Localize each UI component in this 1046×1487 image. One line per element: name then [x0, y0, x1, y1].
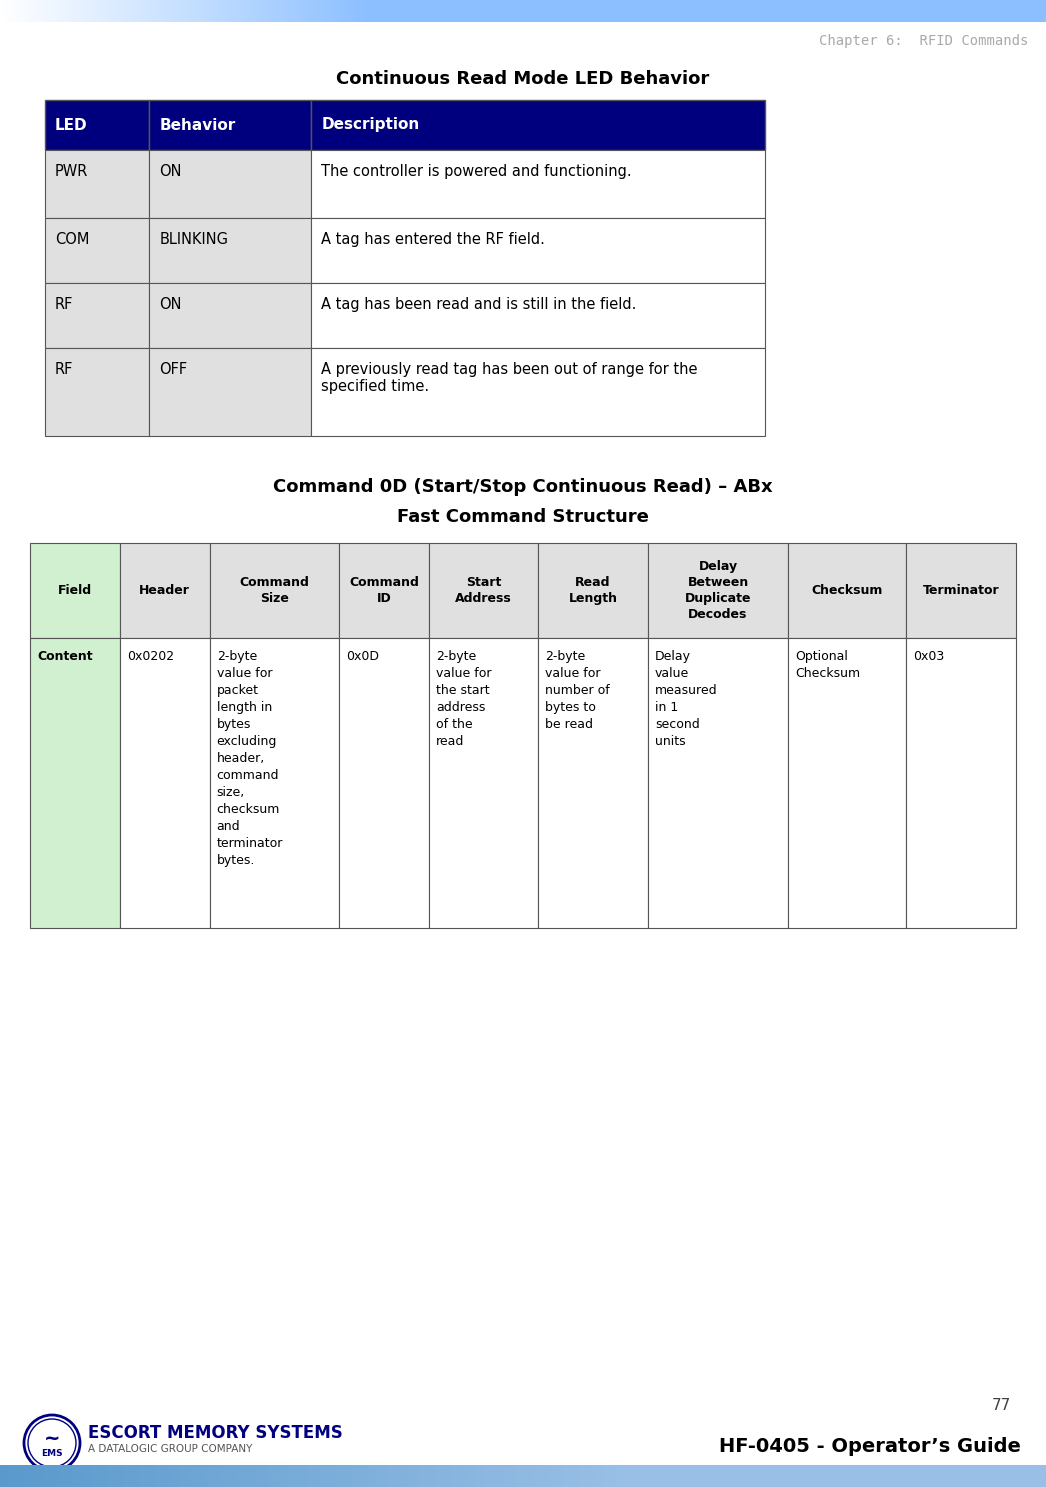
- Text: 2-byte
value for
the start
address
of the
read: 2-byte value for the start address of th…: [436, 650, 492, 748]
- Bar: [150, 348, 312, 436]
- Text: ON: ON: [159, 297, 182, 312]
- Bar: [907, 543, 1016, 638]
- Text: RF: RF: [55, 297, 73, 312]
- Text: Chapter 6:  RFID Commands: Chapter 6: RFID Commands: [819, 34, 1028, 48]
- Bar: [150, 219, 312, 283]
- Bar: [647, 638, 788, 928]
- Text: PWR: PWR: [55, 164, 88, 178]
- Bar: [907, 638, 1016, 928]
- Bar: [45, 150, 150, 219]
- Bar: [312, 150, 765, 219]
- Text: A previously read tag has been out of range for the
specified time.: A previously read tag has been out of ra…: [321, 361, 698, 394]
- Text: Content: Content: [37, 650, 93, 663]
- Text: Read
Length: Read Length: [569, 575, 617, 605]
- Text: A tag has entered the RF field.: A tag has entered the RF field.: [321, 232, 545, 247]
- Text: OFF: OFF: [159, 361, 187, 378]
- Bar: [209, 543, 339, 638]
- Bar: [30, 638, 120, 928]
- Text: HF-0405 - Operator’s Guide: HF-0405 - Operator’s Guide: [720, 1438, 1021, 1456]
- Bar: [539, 638, 647, 928]
- Bar: [120, 638, 209, 928]
- Text: Command 0D (Start/Stop Continuous Read) – ABx: Command 0D (Start/Stop Continuous Read) …: [273, 477, 773, 497]
- Bar: [312, 283, 765, 348]
- Text: 2-byte
value for
number of
bytes to
be read: 2-byte value for number of bytes to be r…: [545, 650, 610, 732]
- Text: 0x0D: 0x0D: [346, 650, 379, 663]
- Text: ON: ON: [159, 164, 182, 178]
- Bar: [312, 219, 765, 283]
- Bar: [45, 100, 150, 150]
- Text: 0x03: 0x03: [913, 650, 945, 663]
- Bar: [339, 638, 429, 928]
- Bar: [150, 150, 312, 219]
- Bar: [209, 638, 339, 928]
- Text: Delay
Between
Duplicate
Decodes: Delay Between Duplicate Decodes: [685, 561, 751, 622]
- Bar: [45, 348, 150, 436]
- Bar: [429, 543, 539, 638]
- Text: A DATALOGIC GROUP COMPANY: A DATALOGIC GROUP COMPANY: [88, 1444, 252, 1454]
- Text: RF: RF: [55, 361, 73, 378]
- Text: Terminator: Terminator: [923, 584, 1000, 596]
- Text: LED: LED: [55, 117, 88, 132]
- Text: 0x0202: 0x0202: [127, 650, 174, 663]
- Text: Fast Command Structure: Fast Command Structure: [397, 509, 649, 526]
- Text: Behavior: Behavior: [159, 117, 235, 132]
- Text: Checksum: Checksum: [812, 584, 883, 596]
- Bar: [429, 638, 539, 928]
- Text: Field: Field: [58, 584, 92, 596]
- Text: Command
ID: Command ID: [349, 575, 418, 605]
- Bar: [312, 348, 765, 436]
- Text: Header: Header: [139, 584, 190, 596]
- Bar: [30, 543, 120, 638]
- Text: Description: Description: [321, 117, 419, 132]
- Text: BLINKING: BLINKING: [159, 232, 228, 247]
- Text: Start
Address: Start Address: [455, 575, 511, 605]
- Text: EMS: EMS: [41, 1448, 63, 1457]
- Text: Optional
Checksum: Optional Checksum: [795, 650, 860, 680]
- Text: Continuous Read Mode LED Behavior: Continuous Read Mode LED Behavior: [337, 70, 709, 88]
- Bar: [45, 283, 150, 348]
- Text: COM: COM: [55, 232, 89, 247]
- Text: Command
Size: Command Size: [240, 575, 310, 605]
- Bar: [312, 100, 765, 150]
- Bar: [788, 543, 907, 638]
- Bar: [788, 638, 907, 928]
- Text: ESCORT MEMORY SYSTEMS: ESCORT MEMORY SYSTEMS: [88, 1425, 343, 1442]
- Bar: [120, 543, 209, 638]
- Circle shape: [24, 1416, 79, 1471]
- Bar: [150, 283, 312, 348]
- Text: ~: ~: [44, 1429, 61, 1447]
- Bar: [539, 543, 647, 638]
- Text: A tag has been read and is still in the field.: A tag has been read and is still in the …: [321, 297, 637, 312]
- Text: 2-byte
value for
packet
length in
bytes
excluding
header,
command
size,
checksum: 2-byte value for packet length in bytes …: [217, 650, 283, 867]
- Bar: [45, 219, 150, 283]
- Text: Delay
value
measured
in 1
second
units: Delay value measured in 1 second units: [655, 650, 718, 748]
- Bar: [150, 100, 312, 150]
- Bar: [647, 543, 788, 638]
- Text: The controller is powered and functioning.: The controller is powered and functionin…: [321, 164, 632, 178]
- Bar: [339, 543, 429, 638]
- Text: 77: 77: [992, 1398, 1011, 1413]
